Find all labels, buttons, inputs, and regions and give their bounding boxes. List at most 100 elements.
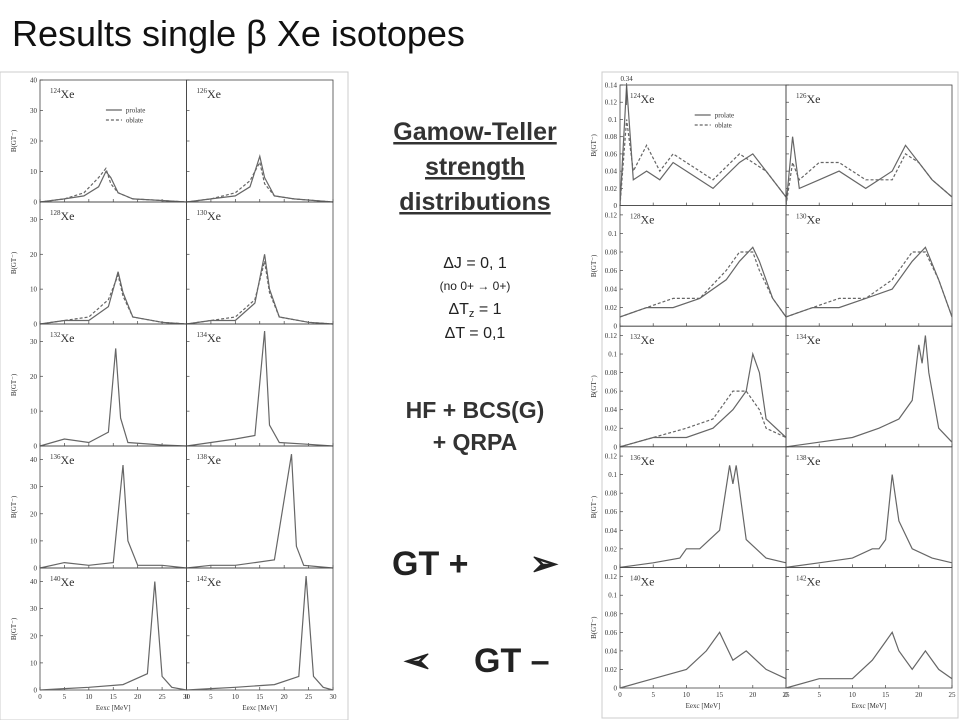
- y-tick-label: 10: [30, 537, 38, 545]
- oblate-curve: [619, 390, 787, 448]
- isotope-label: 128Xe: [50, 209, 75, 223]
- y-tick-label: 0.12: [605, 211, 618, 219]
- isotope-mass: 128: [50, 209, 61, 217]
- y-tick-label: 0.02: [605, 425, 618, 433]
- y-tick-label: 0.12: [605, 99, 618, 107]
- isotope-label: 130Xe: [796, 213, 821, 227]
- center-text: Gamow-Teller strength distributions ΔJ =…: [393, 118, 557, 455]
- x-tick-label: 5: [817, 691, 821, 699]
- x-tick-label: 25: [159, 693, 167, 701]
- isotope-label: 142Xe: [197, 575, 222, 589]
- x-tick-label: 15: [716, 691, 724, 699]
- heading-line: Gamow-Teller: [393, 118, 557, 146]
- isotope-symbol: Xe: [61, 453, 75, 467]
- isotope-label: 136Xe: [50, 453, 75, 467]
- y-axis-label: B(GT⁻): [590, 254, 598, 277]
- prolate-curve: [39, 271, 187, 325]
- x-tick-label: 15: [256, 693, 264, 701]
- y-tick-label: 20: [30, 632, 38, 640]
- y-tick-label: 0: [614, 443, 618, 451]
- y-tick-label: 0: [614, 685, 618, 693]
- isotope-label: 130Xe: [197, 209, 222, 223]
- y-axis-label: B(GT⁻): [590, 616, 598, 639]
- prolate-curve: [785, 335, 953, 448]
- isotope-label: 134Xe: [197, 331, 222, 345]
- y-tick-label: 10: [30, 286, 38, 294]
- y-tick-label: 40: [30, 456, 38, 464]
- isotope-label: 132Xe: [50, 331, 75, 345]
- isotope-symbol: Xe: [641, 454, 655, 468]
- x-tick-label: 0: [38, 693, 42, 701]
- isotope-symbol: Xe: [807, 574, 821, 588]
- isotope-mass: 126: [796, 92, 807, 100]
- isotope-symbol: Xe: [207, 87, 221, 101]
- prolate-curve: [619, 465, 787, 568]
- prolate-curve: [186, 330, 334, 447]
- isotope-label: 140Xe: [630, 574, 655, 588]
- y-tick-label: 0.06: [605, 629, 618, 637]
- isotope-symbol: Xe: [207, 453, 221, 467]
- prolate-curve: [785, 474, 953, 568]
- oblate-curve: [619, 119, 787, 206]
- y-axis-label: B(GT⁻): [10, 129, 18, 152]
- isotope-symbol: Xe: [61, 209, 75, 223]
- y-tick-label: 0.04: [605, 527, 618, 535]
- x-axis-label: Eexc [MeV]: [242, 704, 277, 712]
- isotope-label: 124Xe: [630, 92, 655, 106]
- panel-frame: [785, 567, 953, 689]
- y-tick-label: 0.02: [605, 666, 618, 674]
- prolate-curve: [785, 246, 953, 318]
- gt-plus-arrow: ➢: [530, 545, 559, 583]
- isotope-label: 126Xe: [796, 92, 821, 106]
- prolate-curve: [619, 351, 787, 448]
- isotope-mass: 134: [796, 333, 807, 341]
- y-tick-label: 0: [614, 323, 618, 331]
- isotope-symbol: Xe: [807, 333, 821, 347]
- isotope-label: 138Xe: [197, 453, 222, 467]
- x-tick-label: 10: [232, 693, 240, 701]
- y-tick-label: 0.02: [605, 545, 618, 553]
- y-tick-label: 0.12: [605, 453, 618, 461]
- y-tick-label: 0.1: [608, 471, 617, 479]
- y-tick-label: 0: [34, 565, 38, 573]
- y-tick-label: 0.12: [605, 332, 618, 340]
- heading-line: distributions: [399, 188, 550, 216]
- rule-part: ΔT: [448, 301, 469, 318]
- isotope-label: 140Xe: [50, 575, 75, 589]
- x-tick-label: 20: [134, 693, 142, 701]
- y-tick-label: 30: [30, 605, 38, 613]
- y-tick-label: 20: [30, 138, 38, 146]
- isotope-symbol: Xe: [61, 87, 75, 101]
- isotope-mass: 132: [50, 331, 61, 339]
- prolate-curve: [186, 154, 334, 203]
- x-tick-label: 10: [683, 691, 691, 699]
- prolate-curve: [785, 631, 953, 689]
- y-tick-label: 10: [30, 168, 38, 176]
- legend-label: prolate: [715, 112, 734, 120]
- y-tick-label: 20: [30, 251, 38, 259]
- legend-label: prolate: [126, 107, 145, 115]
- x-tick-label: 30: [330, 693, 338, 701]
- x-tick-label: 20: [915, 691, 923, 699]
- x-axis-label: Eexc [MeV]: [96, 704, 131, 712]
- x-tick-label: 5: [209, 693, 213, 701]
- figure-frame: [601, 71, 959, 719]
- y-tick-label: 30: [30, 483, 38, 491]
- y-tick-label: 40: [30, 578, 38, 586]
- rule: ΔTz = 1: [448, 301, 501, 320]
- y-tick-label: 10: [30, 659, 38, 667]
- isotope-mass: 140: [630, 574, 641, 582]
- y-tick-label: 0.12: [605, 573, 618, 581]
- prolate-curve: [785, 136, 953, 206]
- rule-part: = 1: [474, 301, 501, 318]
- slide-title: Results single β Xe isotopes: [12, 13, 465, 54]
- x-tick-label: 5: [651, 691, 655, 699]
- y-tick-label: 30: [30, 216, 38, 224]
- y-tick-label: 0.02: [605, 185, 618, 193]
- y-tick-label: 0.08: [605, 369, 618, 377]
- isotope-label: 124Xe: [50, 87, 75, 101]
- y-axis-label: B(GT⁻): [590, 133, 598, 156]
- isotope-symbol: Xe: [807, 454, 821, 468]
- y-tick-label: 0.02: [605, 304, 618, 312]
- annotation-label: 0.34: [621, 75, 634, 83]
